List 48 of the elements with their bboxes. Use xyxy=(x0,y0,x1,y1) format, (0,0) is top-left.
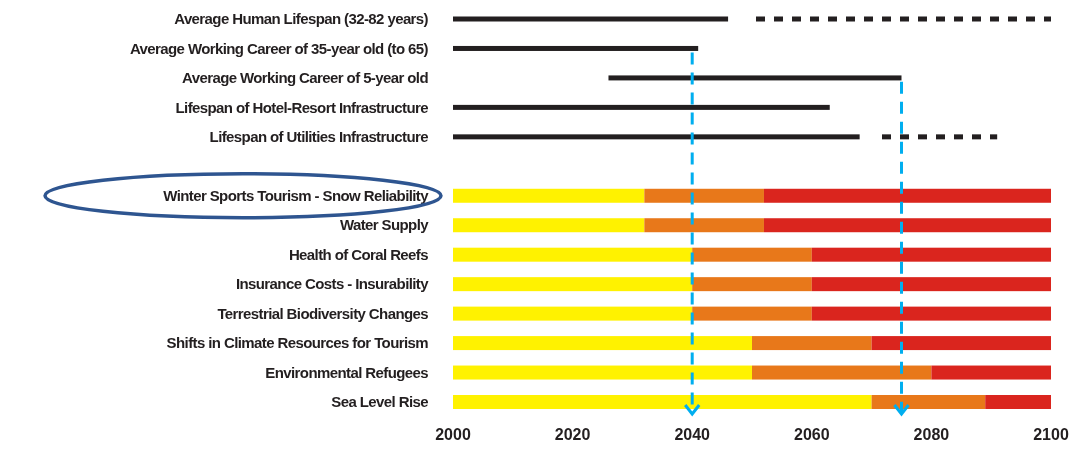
y-tick-label: Average Human Lifespan (32-82 years) xyxy=(174,10,429,28)
bar xyxy=(453,306,693,321)
bar xyxy=(644,218,764,233)
y-tick-label: Sea Level Rise xyxy=(331,393,429,411)
bar xyxy=(453,104,830,110)
bar xyxy=(453,218,645,233)
bar xyxy=(692,277,812,292)
bar xyxy=(453,247,693,262)
x-tick-label: 2060 xyxy=(794,426,830,443)
bar xyxy=(985,395,1051,409)
bar xyxy=(752,365,932,380)
bar xyxy=(931,365,1051,380)
x-tick-label: 2020 xyxy=(554,426,591,443)
y-tick-label: Insurance Costs - Insurability xyxy=(235,275,430,293)
bar xyxy=(644,188,764,203)
bar xyxy=(453,188,645,203)
bar xyxy=(692,306,812,321)
bar xyxy=(811,277,1051,292)
y-tick-label: Environmental Refugees xyxy=(265,363,429,381)
y-tick-label: Shifts in Climate Resources for Tourism xyxy=(166,334,429,352)
bar xyxy=(871,395,986,409)
bar xyxy=(453,16,729,22)
bar xyxy=(453,134,860,140)
bar xyxy=(453,395,872,409)
y-tick-label: Water Supply xyxy=(339,216,430,234)
bar xyxy=(692,247,812,262)
bar xyxy=(871,336,1051,351)
x-tick-label: 2000 xyxy=(435,426,471,443)
y-tick-label: Winter Sports Tourism - Snow Reliability xyxy=(163,187,430,205)
y-tick-label: Terrestrial Biodiversity Changes xyxy=(217,304,429,322)
y-tick-label: Average Working Career of 35-year old (to 65) xyxy=(129,39,429,57)
bar xyxy=(608,75,902,81)
bar xyxy=(811,247,1051,262)
y-tick-label: Health of Coral Reefs xyxy=(288,245,429,263)
y-tick-label: Lifespan of Utilities Infrastructure xyxy=(209,128,429,146)
x-tick-label: 2080 xyxy=(913,426,950,443)
bar xyxy=(453,336,752,351)
x-tick-label: 2100 xyxy=(1033,426,1069,443)
bar xyxy=(763,218,1051,233)
bar xyxy=(752,336,872,351)
bar xyxy=(453,45,699,51)
bar xyxy=(453,365,752,380)
bar xyxy=(453,277,693,292)
bar xyxy=(763,188,1051,203)
x-tick-label: 2040 xyxy=(674,426,711,443)
bar xyxy=(811,306,1051,321)
y-tick-label: Average Working Career of 5-year old xyxy=(182,69,429,87)
y-tick-label: Lifespan of Hotel-Resort Infrastructure xyxy=(175,98,429,116)
